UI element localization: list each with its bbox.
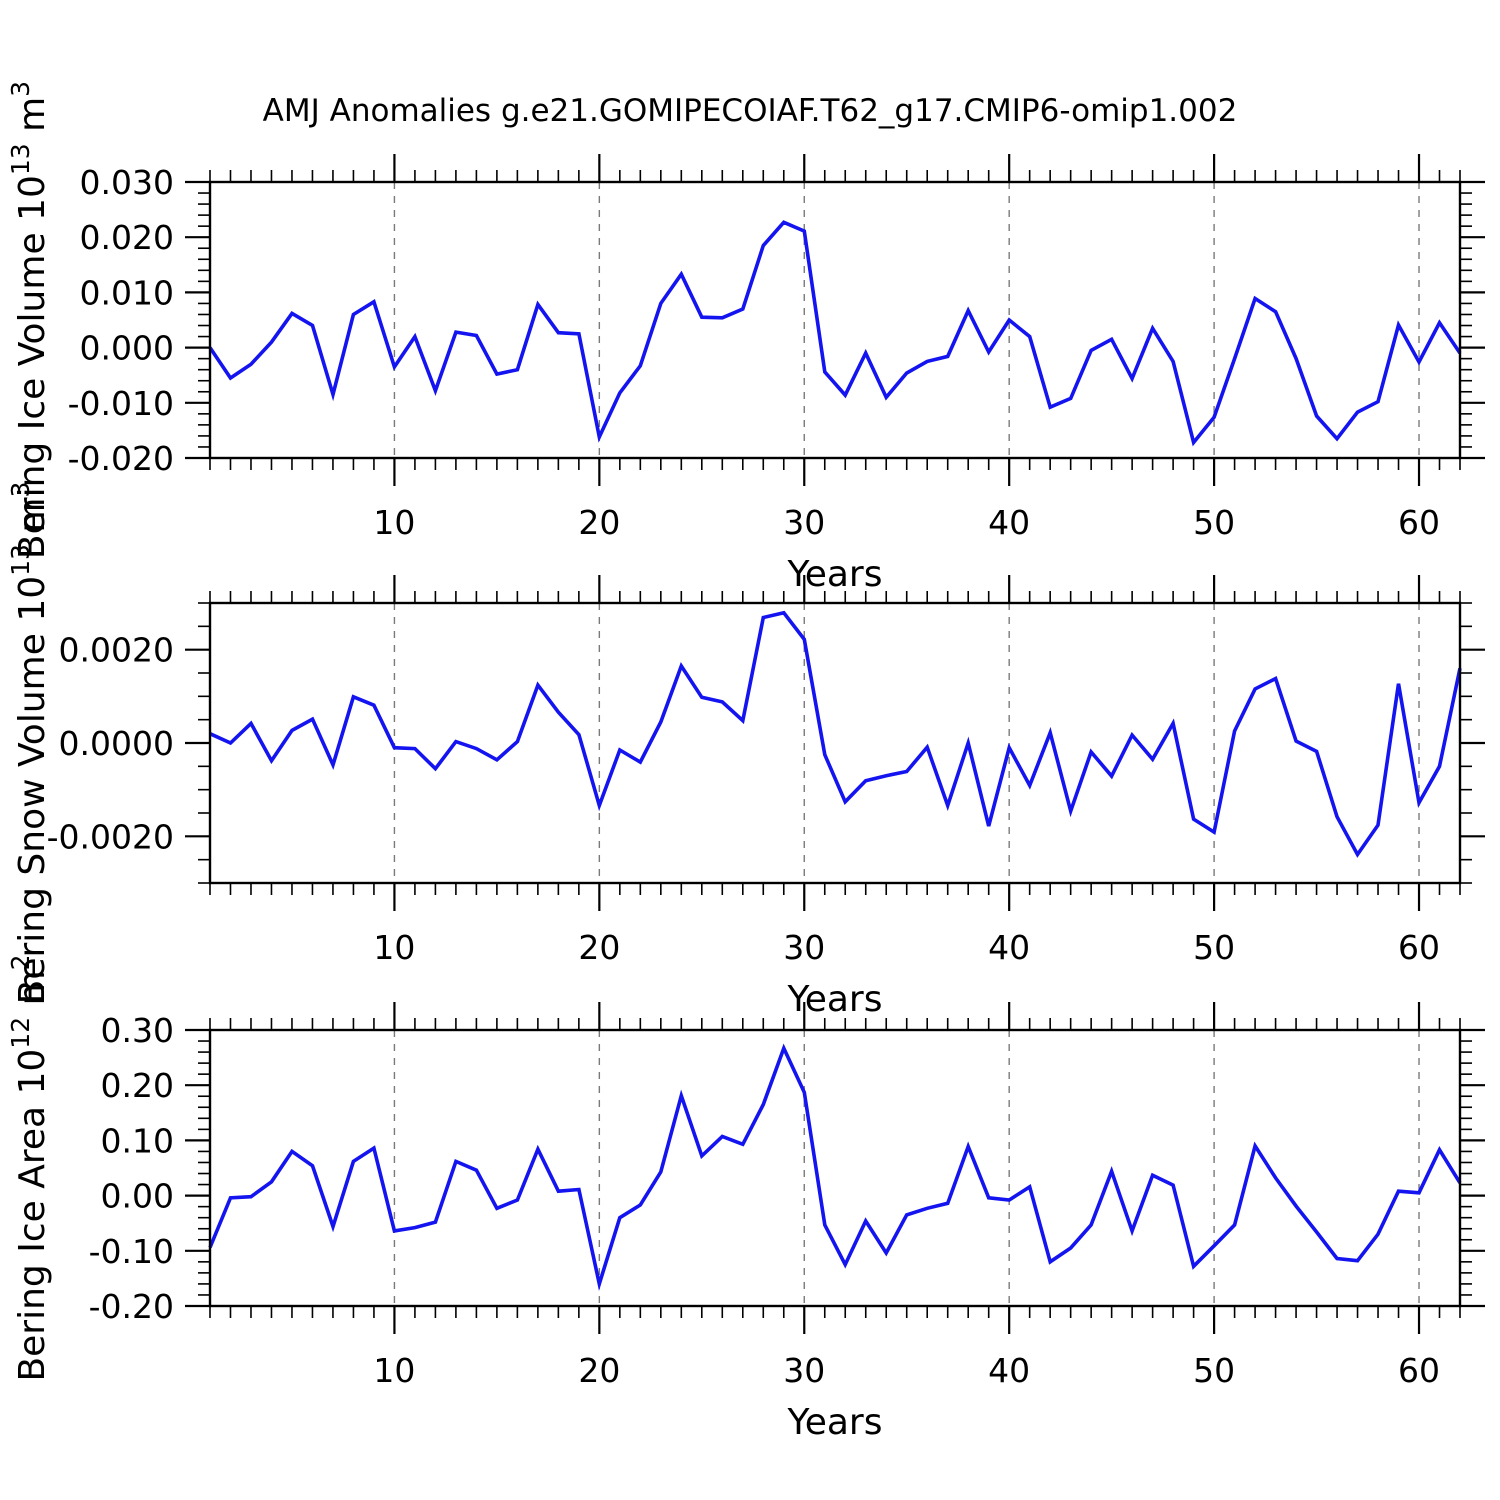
- panel-ice-volume-xtick-label-5: 60: [1398, 503, 1440, 542]
- panel-snow-volume-xtick-label-3: 40: [988, 928, 1030, 967]
- panel-snow-volume-xtick-label-2: 30: [783, 928, 825, 967]
- panel-ice-area-xtick-label-4: 50: [1193, 1351, 1235, 1390]
- panel-snow-volume-yaxis-title: Bering Snow Volume 1013​ m3​: [6, 482, 53, 1005]
- panels-group: 0.030 0.020 0.010 0.000 -0.010 -0.020 10 20 30 40…: [6, 81, 1485, 1443]
- panel-snow-volume-ytick-label-1: 0.0000: [59, 724, 174, 763]
- figure-title: AMJ Anomalies g.e21.GOMIPECOIAF.T62_g17.…: [263, 93, 1238, 129]
- panel-ice-volume-xtick-label-2: 30: [783, 503, 825, 542]
- panel-ice-area: 0.30 0.20 0.10 0.00 -0.10 -0.20 10 20 30 40 50 60 Ye…: [6, 954, 1485, 1443]
- panel-ice-volume-data-line: [208, 220, 1462, 447]
- panel-ice-area-xtick-label-1: 20: [578, 1351, 620, 1390]
- panel-ice-area-ytick-label-1: 0.20: [101, 1066, 174, 1105]
- panel-snow-volume: 0.0020 0.0000 -0.0020 10 20 30 40 50 60 Years Beri…: [6, 482, 1485, 1020]
- panel-ice-volume-frame: [208, 180, 1462, 460]
- panel-snow-volume-xaxis-title: Years: [787, 979, 883, 1020]
- panel-ice-area-xtick-label-0: 10: [373, 1351, 415, 1390]
- panel-ice-volume-xaxis-title: Years: [787, 554, 883, 595]
- panel-snow-volume-xtick-label-0: 10: [373, 928, 415, 967]
- panel-ice-area-xtick-label-3: 40: [988, 1351, 1030, 1390]
- panel-ice-volume-ytick-label-4: -0.010: [68, 384, 174, 423]
- panel-ice-area-ytick-label-4: -0.10: [89, 1232, 174, 1271]
- panel-snow-volume-xtick-label-5: 60: [1398, 928, 1440, 967]
- panel-ice-area-frame: [208, 1028, 1462, 1308]
- panel-ice-area-ytick-label-5: -0.20: [89, 1287, 174, 1326]
- panel-ice-volume-ytick-label-1: 0.020: [80, 218, 174, 257]
- panel-ice-volume-xtick-label-4: 50: [1193, 503, 1235, 542]
- panel-snow-volume-xtick-label-4: 50: [1193, 928, 1235, 967]
- panel-ice-area-ytick-label-2: 0.10: [101, 1121, 174, 1160]
- panel-ice-volume-xtick-label-0: 10: [373, 503, 415, 542]
- panel-ice-volume-ytick-label-3: 0.000: [80, 329, 174, 368]
- panel-snow-volume-ytick-label-0: 0.0020: [59, 631, 174, 670]
- panel-ice-volume-ytick-label-0: 0.030: [80, 163, 174, 202]
- panel-ice-area-yaxis-title: Bering Ice Area 1012​ m2​: [6, 954, 53, 1381]
- panel-snow-volume-data-line: [209, 610, 1462, 858]
- panel-ice-volume-ytick-label-5: -0.020: [68, 439, 174, 478]
- panel-ice-volume-yaxis-title: Bering Ice Volume 1013​ m3​: [6, 81, 53, 559]
- panel-snow-volume-xtick-label-1: 20: [578, 928, 620, 967]
- panel-ice-volume: 0.030 0.020 0.010 0.000 -0.010 -0.020 10 20 30 40…: [6, 81, 1485, 595]
- panel-snow-volume-frame: [208, 601, 1462, 885]
- panel-ice-area-ytick-label-3: 0.00: [101, 1177, 174, 1216]
- panel-ice-area-xtick-label-5: 60: [1398, 1351, 1440, 1390]
- panel-ice-area-data-line: [208, 1043, 1462, 1291]
- panel-ice-volume-xtick-label-3: 40: [988, 503, 1030, 542]
- panel-ice-area-ytick-label-0: 0.30: [101, 1011, 174, 1050]
- panel-ice-area-xtick-label-2: 30: [783, 1351, 825, 1390]
- panel-ice-volume-xtick-label-1: 20: [578, 503, 620, 542]
- panel-snow-volume-ytick-label-2: -0.0020: [47, 817, 174, 856]
- panel-ice-volume-ytick-label-2: 0.010: [80, 273, 174, 312]
- panel-ice-area-xaxis-title: Years: [787, 1402, 883, 1443]
